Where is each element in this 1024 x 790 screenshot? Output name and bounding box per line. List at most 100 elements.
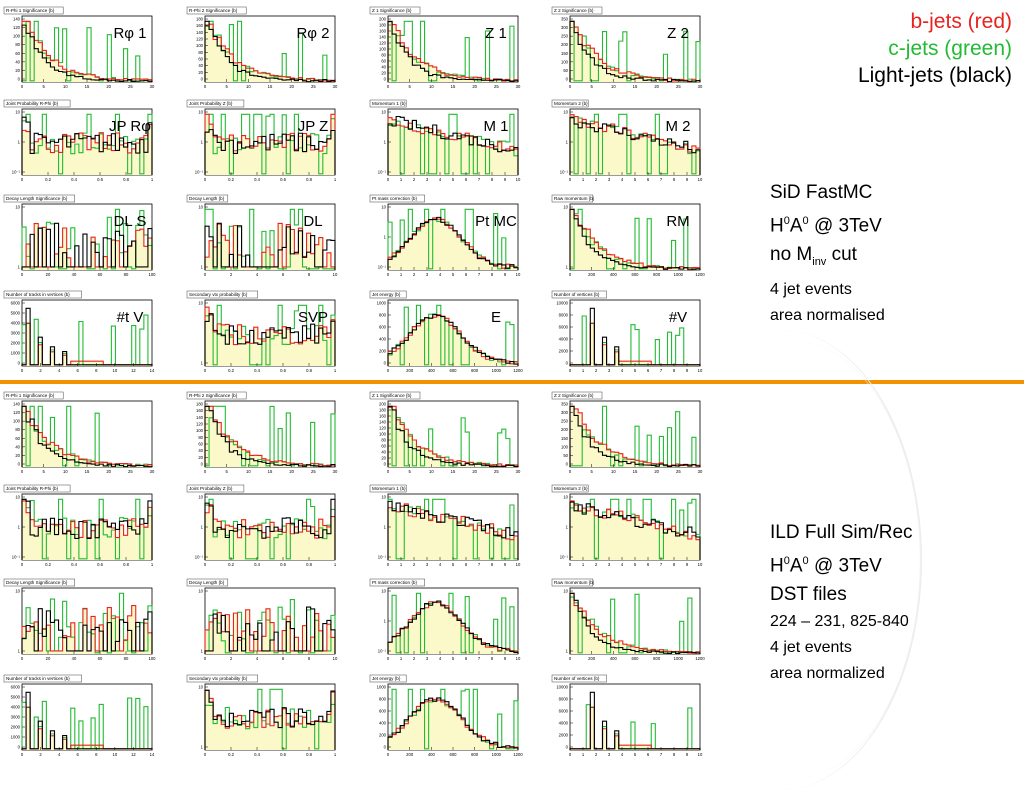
panel-title: Number of vertices {b} xyxy=(554,676,600,681)
x-tick-label: 10 xyxy=(429,469,434,474)
l-jet-histogram xyxy=(569,307,701,366)
histogram-panel: Pt mass correction {b} 10 1 10⁻¹0 1 2 3 4 5 6 7 8 9 1… xyxy=(369,578,521,661)
x-tick-label: 0 xyxy=(569,272,572,277)
x-tick-label: 8 xyxy=(308,272,311,277)
l-jet-histogram xyxy=(21,498,153,560)
sid-events: 4 jet events xyxy=(770,281,852,299)
x-tick-label: 1 xyxy=(334,368,337,373)
x-tick-label: 1000 xyxy=(674,272,684,277)
variable-label: E xyxy=(491,309,501,326)
b-jet-histogram xyxy=(387,405,519,467)
panel-title: Raw momentum {b} xyxy=(554,580,595,585)
x-tick-label: 5 xyxy=(408,469,411,474)
x-tick-label: 1 xyxy=(400,177,403,182)
histogram-panel: Z 1 Significance {b}20018016014012010080… xyxy=(369,6,521,89)
panel-title-box xyxy=(551,391,603,400)
x-tick-label: 4 xyxy=(621,368,624,373)
x-tick-label: 20 xyxy=(289,84,294,89)
histogram-panel: Joint Probability R-Phi {b} 10 1 10⁻¹0 0.2 0.… xyxy=(3,484,154,567)
x-tick-label: 0.2 xyxy=(228,177,234,182)
legend: b-jets (red) c-jets (green) Light-jets (… xyxy=(858,8,1012,89)
panel-title: Momentum 2 {b} xyxy=(554,101,588,106)
x-tick-label: 200 xyxy=(406,752,414,757)
l-jet-histogram xyxy=(569,691,701,750)
x-tick-label: 2 xyxy=(39,368,42,373)
histogram-panel: Decay Length Significance {b} 10 10 20 40 60 8… xyxy=(3,194,156,277)
variable-label: SVP xyxy=(298,309,328,326)
histogram-panel: Raw momentum {b} 10 10 200 400 600 800 1000 1200… xyxy=(551,194,705,277)
x-tick-label: 10 xyxy=(63,469,68,474)
y-tick-label: 20 xyxy=(15,453,20,458)
y-tick-label: 10 xyxy=(381,205,386,210)
panel-title-box xyxy=(551,6,603,15)
x-tick-label: 10 xyxy=(113,752,118,757)
x-tick-label: 0.4 xyxy=(254,562,260,567)
x-tick-label: 30 xyxy=(516,84,521,89)
x-tick-label: 3 xyxy=(608,752,611,757)
x-tick-label: 9 xyxy=(686,562,689,567)
x-tick-label: 1200 xyxy=(513,752,523,757)
ild-title: ILD Full Sim/Rec xyxy=(770,522,913,543)
histogram-panel: Z 2 Significance {b}35030025020015010050… xyxy=(551,6,703,89)
x-tick-label: 0 xyxy=(204,368,207,373)
l-jet-histogram xyxy=(21,307,153,366)
y-tick-label: 10⁻¹ xyxy=(378,265,387,270)
y-tick-label: 40 xyxy=(198,448,203,453)
panel-title: Jet energy {b} xyxy=(372,292,401,297)
ild-file-range: 224 – 231, 825-840 xyxy=(770,613,909,631)
x-tick-label: 8 xyxy=(673,368,676,373)
sid-info: SiD FastMC H0A0 @ 3TeV no Minv cut 4 jet… xyxy=(770,178,885,329)
x-tick-label: 4 xyxy=(256,272,259,277)
y-tick-label: 0 xyxy=(566,745,569,750)
x-tick-label: 10 xyxy=(113,368,118,373)
histogram-panel: Number of tracks in vertices {b} 6000 5000… xyxy=(3,290,155,373)
panel-title-box xyxy=(369,578,425,587)
l-jet-histogram xyxy=(569,117,701,175)
x-tick-label: 0.8 xyxy=(306,562,312,567)
y-tick-label: 0 xyxy=(566,462,569,467)
x-tick-label: 4 xyxy=(58,368,61,373)
y-tick-label: 20 xyxy=(381,456,386,461)
y-tick-label: 20 xyxy=(198,455,203,460)
y-tick-label: 1 xyxy=(566,140,569,145)
x-tick-label: 20 xyxy=(46,656,51,661)
y-tick-label: 10 xyxy=(198,205,203,210)
l-jet-histogram xyxy=(21,405,153,468)
c-jet-histogram xyxy=(21,113,153,175)
x-tick-label: 15 xyxy=(633,469,638,474)
variable-label: DL S xyxy=(114,213,147,230)
x-tick-label: 0 xyxy=(204,272,207,277)
x-tick-label: 5 xyxy=(452,562,455,567)
y-tick-label: 0 xyxy=(18,77,21,82)
x-tick-label: 1 xyxy=(400,562,403,567)
l-jet-histogram xyxy=(569,20,701,83)
x-tick-label: 0 xyxy=(569,656,572,661)
panel-title: Z 2 Significance {b} xyxy=(554,393,594,398)
x-tick-label: 10 xyxy=(246,469,251,474)
x-tick-label: 2 xyxy=(595,752,598,757)
x-tick-label: 4 xyxy=(439,177,442,182)
y-tick-label: 120 xyxy=(196,422,204,427)
x-tick-label: 400 xyxy=(428,368,436,373)
x-tick-label: 0 xyxy=(204,469,207,474)
x-tick-label: 0 xyxy=(387,469,390,474)
y-tick-label: 10⁻¹ xyxy=(560,555,569,560)
panel-title-box xyxy=(551,194,594,203)
x-tick-label: 9 xyxy=(504,272,507,277)
y-tick-label: 120 xyxy=(196,37,204,42)
histogram-panel: Decay Length Significance {b} 10 10 20 40 60 8… xyxy=(3,578,156,661)
y-tick-label: 0 xyxy=(384,462,387,467)
panel-title-box xyxy=(186,391,247,400)
l-jet-histogram xyxy=(21,608,153,654)
l-jet-histogram xyxy=(204,313,336,366)
c-jet-histogram xyxy=(569,593,701,654)
variable-label: Rφ 2 xyxy=(296,25,329,42)
x-tick-label: 9 xyxy=(686,177,689,182)
y-tick-label: 50 xyxy=(563,68,568,73)
y-tick-label: 6000 xyxy=(559,709,569,714)
x-tick-label: 0.4 xyxy=(71,562,77,567)
histogram-panel: Joint Probability R-Phi {b} 10 1 10⁻¹0 0.2 0.… xyxy=(3,99,154,182)
y-tick-label: 140 xyxy=(13,17,21,22)
x-tick-label: 600 xyxy=(450,752,458,757)
x-tick-label: 10 xyxy=(611,84,616,89)
